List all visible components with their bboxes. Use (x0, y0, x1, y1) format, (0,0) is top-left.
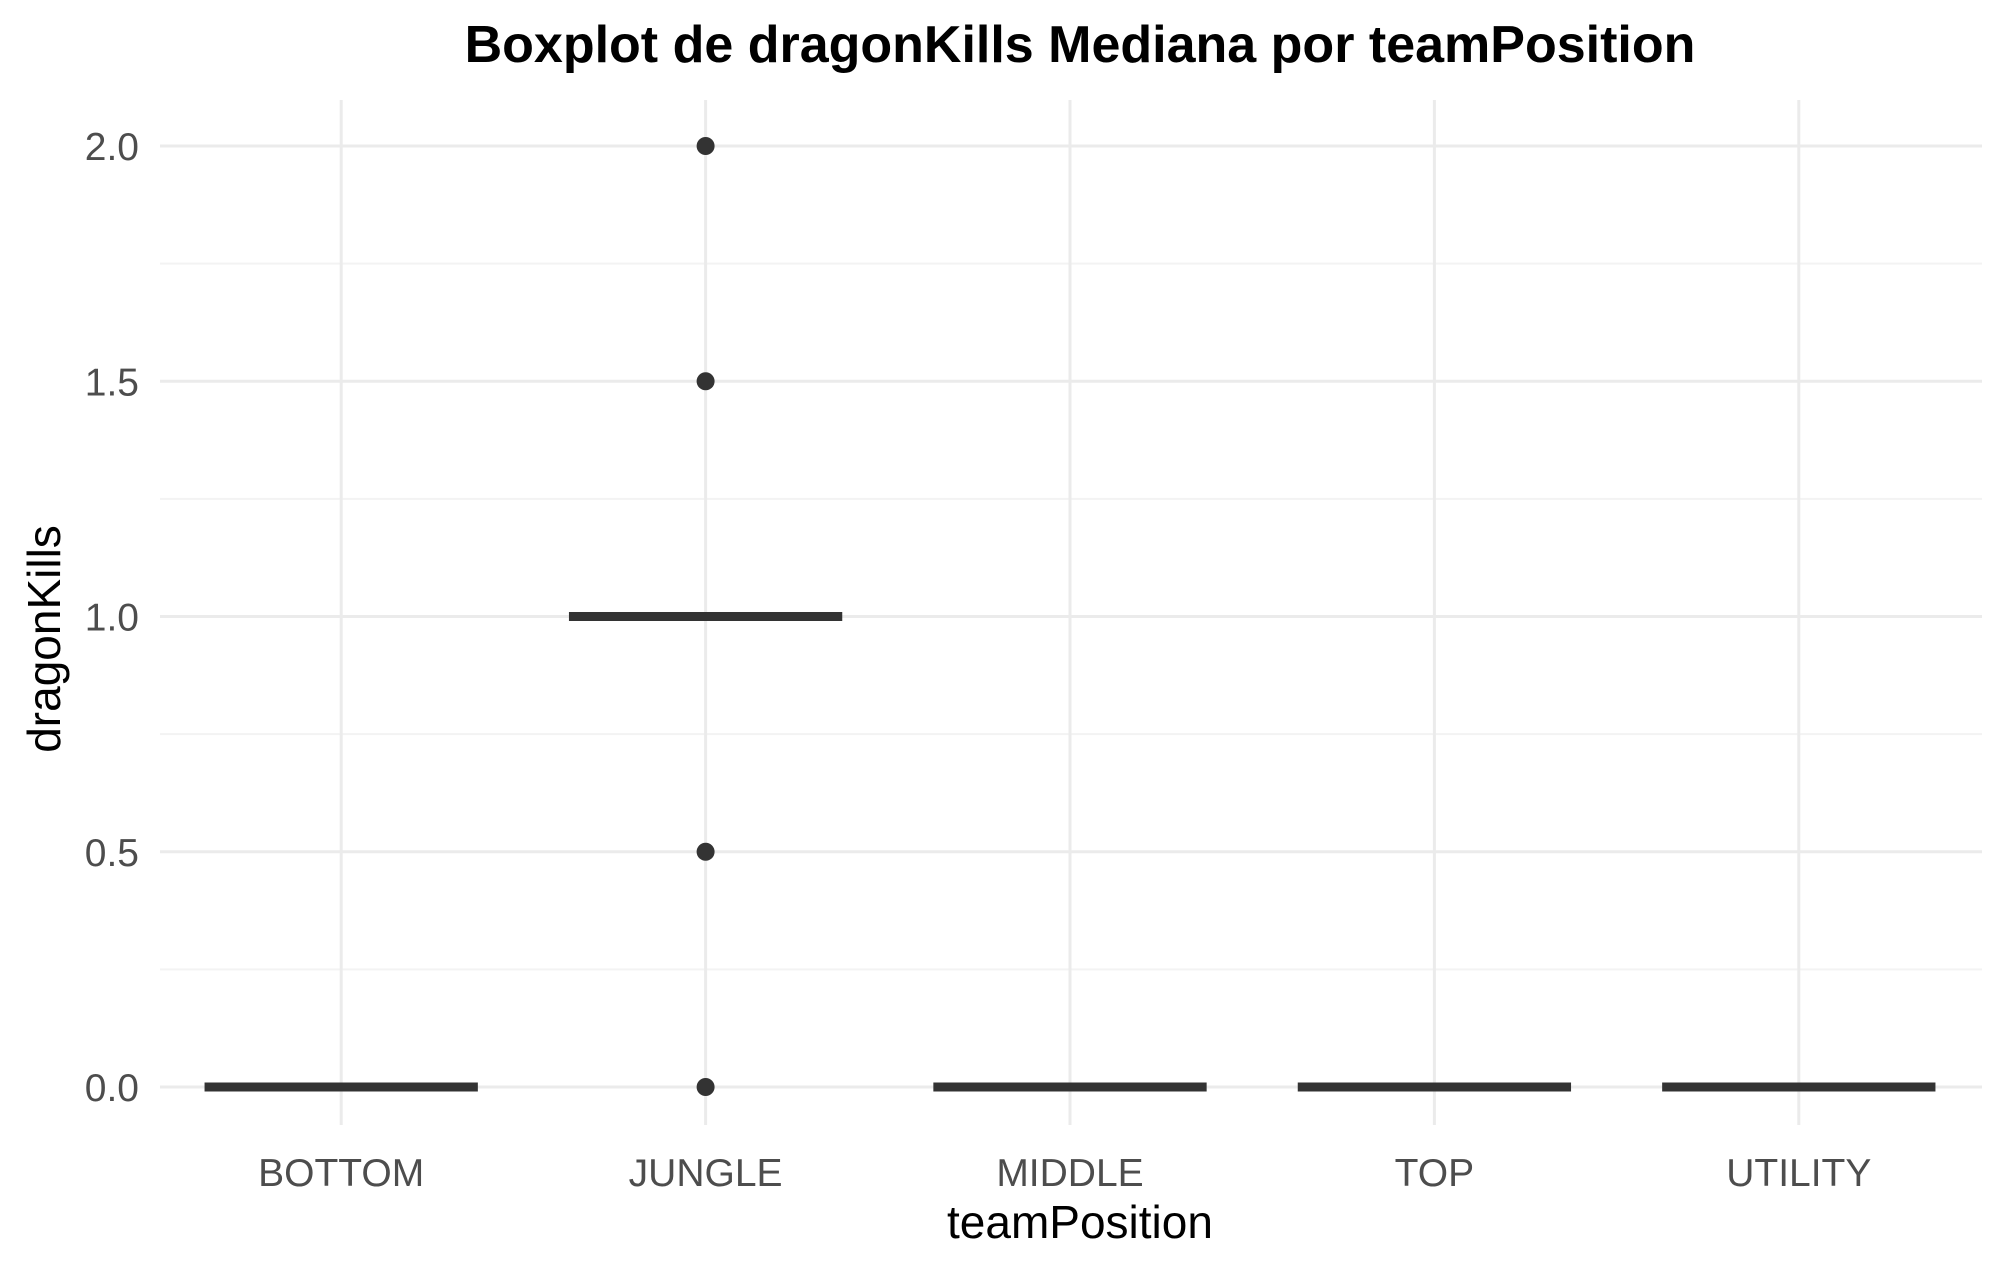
outlier-point (696, 137, 715, 155)
x-tick-label: MIDDLE (996, 1152, 1143, 1195)
boxes (204, 137, 1936, 1096)
y-tick-labels: 0.0 0.5 1.0 1.5 2.0 (85, 126, 139, 1110)
grid (160, 100, 1982, 1125)
y-tick-label: 2.0 (85, 126, 139, 169)
y-tick-label: 1.0 (85, 597, 139, 640)
y-axis-title: dragonKills (18, 525, 70, 753)
chart-title: Boxplot de dragonKills Mediana por teamP… (465, 16, 1696, 74)
x-tick-labels: BOTTOM JUNGLE MIDDLE TOP UTILITY (258, 1152, 1871, 1195)
x-tick-label: TOP (1395, 1152, 1474, 1195)
outlier-point (696, 842, 715, 861)
y-tick-label: 0.5 (85, 832, 139, 875)
x-tick-label: BOTTOM (258, 1152, 424, 1195)
y-tick-label: 1.5 (85, 361, 139, 404)
box-jungle (568, 137, 843, 1096)
outlier-point (696, 372, 715, 391)
x-axis-title: teamPosition (947, 1196, 1213, 1248)
outlier-point (696, 1078, 715, 1096)
y-tick-label: 0.0 (85, 1067, 139, 1110)
x-tick-label: UTILITY (1726, 1152, 1871, 1195)
x-tick-label: JUNGLE (629, 1152, 783, 1195)
